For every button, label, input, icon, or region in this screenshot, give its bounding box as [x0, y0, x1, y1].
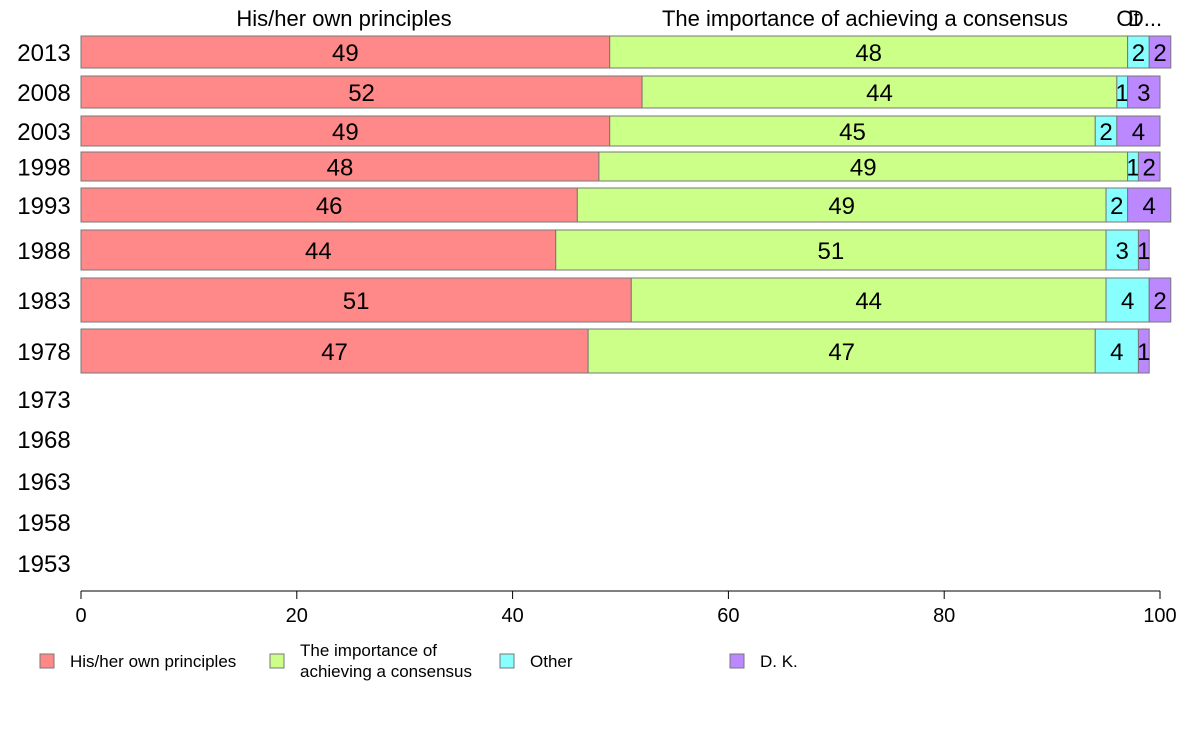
data-label: 44: [305, 238, 332, 265]
bar-segment: [630, 277, 1107, 323]
data-label: 2: [1153, 40, 1166, 67]
bar-segment: [80, 115, 611, 147]
year-label: 1973: [17, 387, 70, 414]
data-label: 4: [1121, 288, 1134, 315]
data-label: 49: [332, 119, 359, 146]
data-label: 1: [1137, 238, 1150, 265]
bar-segment: [80, 229, 557, 271]
data-label: 47: [828, 339, 855, 366]
column-header: D...: [1128, 6, 1162, 31]
bar-segment: [1148, 35, 1172, 69]
data-label: 51: [818, 238, 845, 265]
x-tick-label: 20: [286, 605, 308, 627]
bar-segment: [641, 75, 1118, 109]
data-label: 4: [1132, 119, 1145, 146]
data-label: 48: [855, 40, 882, 67]
data-label: 4: [1143, 193, 1156, 220]
data-label: 3: [1137, 80, 1150, 107]
year-label: 1953: [17, 551, 70, 578]
year-label: 1988: [17, 238, 70, 265]
year-label: 2003: [17, 119, 70, 146]
legend-label: D. K.: [760, 652, 798, 671]
data-label: 4: [1110, 339, 1123, 366]
column-header: Ot: [1116, 6, 1139, 31]
data-label: 49: [332, 40, 359, 67]
bar-segment: [1137, 229, 1150, 271]
data-label: 49: [850, 155, 877, 182]
data-label: 2: [1099, 119, 1112, 146]
bar-segment: [1105, 229, 1139, 271]
year-label: 1958: [17, 510, 70, 537]
legend-swatch: [499, 653, 515, 669]
year-label: 1983: [17, 288, 70, 315]
x-tick-label: 40: [501, 605, 523, 627]
bar-segment: [609, 35, 1129, 69]
legend-swatch: [269, 653, 285, 669]
bar-segment: [80, 187, 578, 223]
x-tick-label: 0: [75, 605, 86, 627]
x-tick-label: 80: [933, 605, 955, 627]
data-label: 46: [316, 193, 343, 220]
column-header: His/her own principles: [236, 6, 451, 31]
legend-label: His/her own principles: [70, 652, 236, 671]
data-label: 1: [1137, 339, 1150, 366]
data-label: 2: [1153, 288, 1166, 315]
data-label: 49: [828, 193, 855, 220]
data-label: 3: [1116, 238, 1129, 265]
year-label: 1978: [17, 339, 70, 366]
data-label: 2: [1143, 155, 1156, 182]
data-label: 51: [343, 288, 370, 315]
column-headers: His/her own principles The importance of …: [236, 6, 1162, 31]
data-label: 45: [839, 119, 866, 146]
year-labels: 2013 2008 2003 1998 1993 1988 1983 1978 1973 1968…: [17, 40, 70, 578]
data-label: 52: [348, 80, 375, 107]
year-label: 1968: [17, 427, 70, 454]
bar-segment: [80, 277, 632, 323]
legend-label: The importance of: [300, 641, 437, 660]
year-label: 1993: [17, 193, 70, 220]
data-label: 44: [866, 80, 893, 107]
legend-label: Other: [530, 652, 573, 671]
bar-segment: [80, 75, 643, 109]
legend-swatch: [729, 653, 745, 669]
x-tick-label: 60: [717, 605, 739, 627]
bar-segment: [1127, 187, 1172, 223]
bar-segment: [598, 151, 1129, 182]
data-label: 47: [321, 339, 348, 366]
year-label: 2013: [17, 40, 70, 67]
data-label: 2: [1132, 40, 1145, 67]
legend-swatch: [39, 653, 55, 669]
data-label: 48: [327, 155, 354, 182]
data-label: 44: [855, 288, 882, 315]
bar-segment: [587, 328, 1096, 374]
bar-segment: [1127, 75, 1161, 109]
data-label: 2: [1110, 193, 1123, 220]
bar-segment: [80, 328, 589, 374]
year-label: 2008: [17, 80, 70, 107]
x-axis: 0 20 40 60 80 100: [75, 590, 1177, 627]
year-label: 1963: [17, 469, 70, 496]
column-header: The importance of achieving a consensus: [662, 6, 1068, 31]
legend-label: achieving a consensus: [300, 662, 472, 681]
bars: 49 48 2 252 44 1 349 45 2 448 49 1 246 49 2 444 51 3 151 44…: [80, 35, 1172, 374]
year-label: 1998: [17, 155, 70, 182]
bar-segment: [1137, 151, 1161, 182]
x-tick-label: 100: [1143, 605, 1176, 627]
bar-segment: [1116, 115, 1161, 147]
bar-segment: [1148, 277, 1172, 323]
data-label: 1: [1126, 155, 1139, 182]
legend: His/her own principles The importance of a…: [39, 641, 798, 681]
data-label: 1: [1116, 80, 1129, 107]
bar-segment: [1137, 328, 1150, 374]
